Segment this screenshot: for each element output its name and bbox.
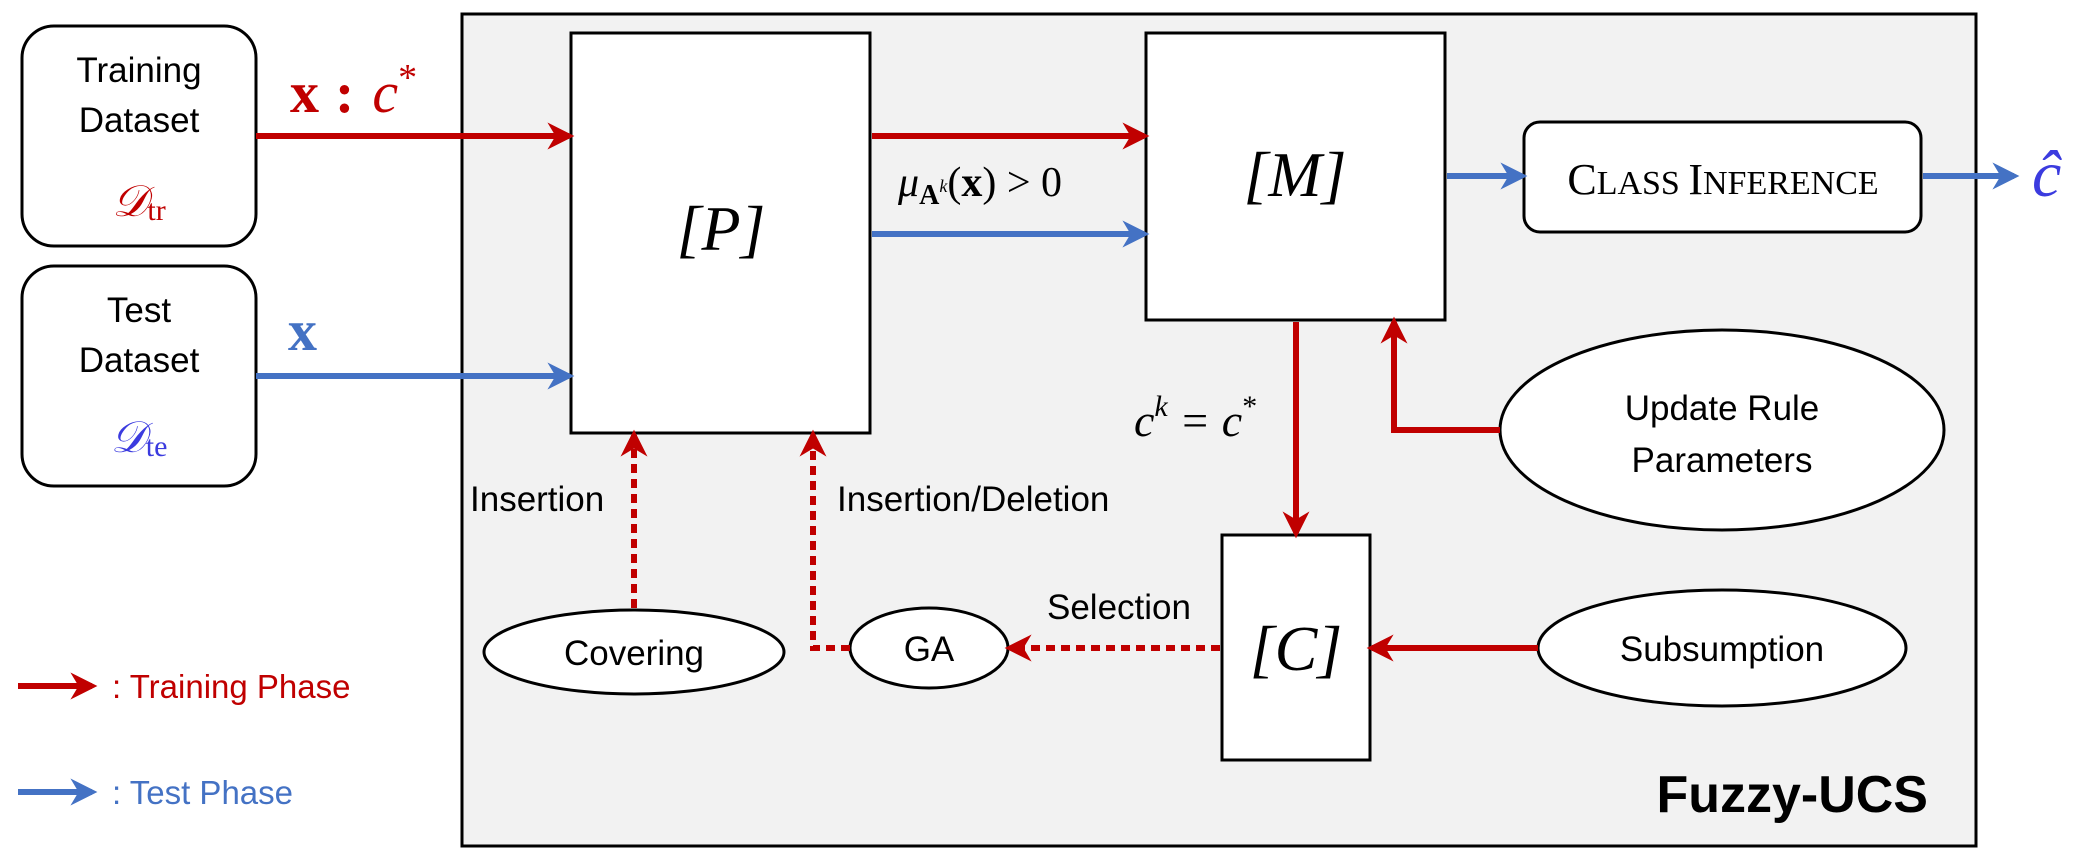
training-dataset-box: Training Dataset 𝒟tr (20, 24, 258, 248)
training-input-x: x (290, 60, 319, 125)
test-input-x: x (288, 298, 317, 363)
test-dataset-box: Test Dataset 𝒟te (20, 264, 258, 488)
insertion-deletion-label: Insertion/Deletion (837, 480, 1109, 519)
match-set-box (1144, 31, 1447, 322)
class-inference-c2: I (1688, 155, 1703, 204)
class-inference-rest2: NFERENCE (1703, 165, 1879, 202)
training-input-star: * (398, 57, 417, 99)
update-rule-line2: Parameters (1632, 441, 1813, 480)
test-dataset-line2: Dataset (79, 341, 200, 380)
legend-training-label: : Training Phase (112, 668, 350, 705)
match-set-label: [M] (1243, 139, 1346, 210)
system-name: Fuzzy-UCS (1656, 766, 1928, 824)
matching-paren-open: ( (947, 160, 961, 206)
class-inference-label: CLASS INFERENCE (1567, 155, 1878, 204)
output-c-hat: ĉ (2032, 138, 2062, 211)
class-inference-c1: C (1567, 155, 1596, 204)
insertion-label: Insertion (470, 480, 604, 519)
correct-eq: = c (1168, 395, 1242, 446)
class-inference-rest1: LASS (1597, 165, 1689, 202)
correct-star: * (1242, 390, 1257, 423)
training-dataset-line2: Dataset (79, 101, 200, 140)
matching-k: k (939, 176, 948, 196)
covering-label: Covering (564, 634, 704, 673)
test-dataset-line1: Test (107, 291, 171, 330)
training-dataset-line1: Training (76, 51, 201, 90)
population-label: [P] (677, 193, 766, 264)
correct-k: k (1154, 390, 1168, 423)
update-rule-line1: Update Rule (1625, 389, 1820, 428)
ga-label: GA (904, 630, 955, 669)
matching-paren-close: ) > 0 (982, 160, 1062, 206)
correct-c: c (1134, 395, 1154, 446)
training-dataset-subscript: tr (147, 194, 165, 227)
correct-set-box (1220, 533, 1372, 762)
matching-condition-label: μAk(x) > 0 (897, 160, 1062, 211)
arrow-update-to-match (1380, 316, 1500, 433)
training-input-sep: : (335, 60, 354, 125)
covering-ellipse (482, 608, 786, 696)
matching-x: x (961, 160, 982, 206)
matching-A: A (919, 180, 940, 211)
arrow-ga-to-population (799, 429, 850, 651)
svg-text:𝒟te: 𝒟te (111, 413, 168, 463)
selection-label: Selection (1047, 588, 1191, 627)
correct-condition-label: ck = c* (1134, 390, 1257, 446)
correct-set-label: [C] (1250, 613, 1343, 684)
legend: : Training Phase : Test Phase (18, 668, 350, 811)
matching-mu: μ (897, 160, 919, 206)
population-box (569, 31, 872, 435)
training-input-label: x: c* (290, 57, 417, 125)
legend-test-label: : Test Phase (112, 774, 293, 811)
subsumption-label: Subsumption (1620, 630, 1824, 669)
training-input-c: c (372, 60, 398, 125)
test-dataset-subscript: te (146, 430, 168, 463)
update-rule-ellipse (1498, 328, 1946, 532)
